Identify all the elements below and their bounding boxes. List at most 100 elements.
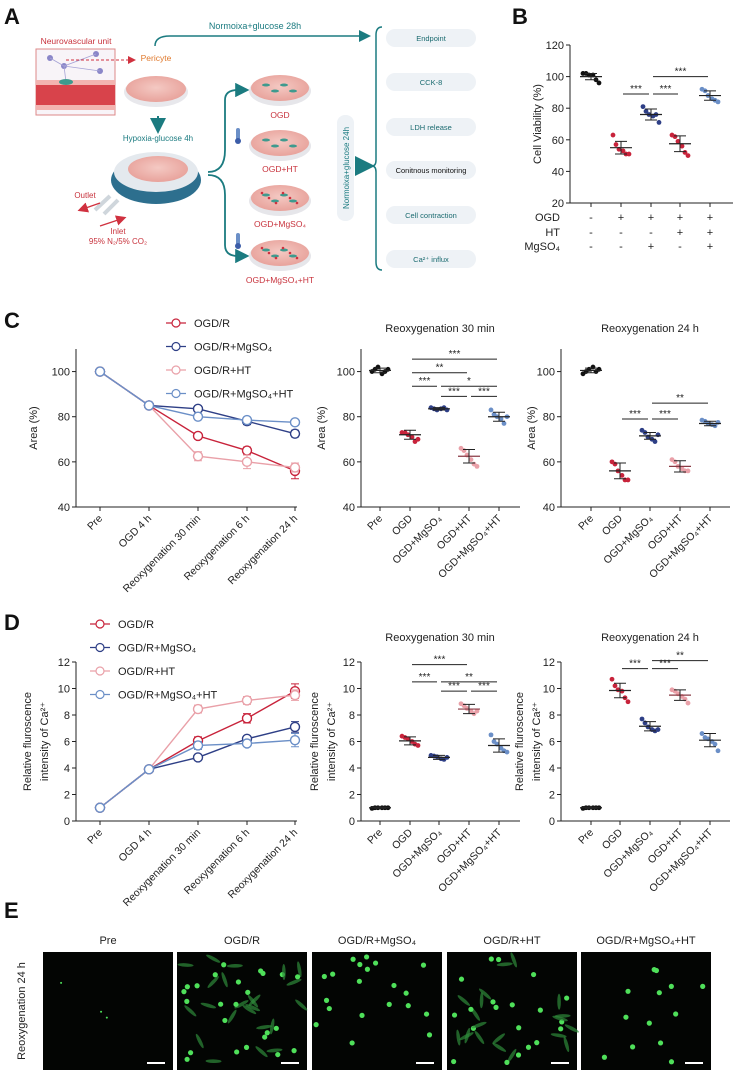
group-label: OGD+MgSO₄+HT [246, 275, 314, 285]
data-point [241, 445, 253, 456]
legend-label: OGD/R [118, 619, 154, 631]
significance-label: * [467, 376, 471, 387]
significance-label: *** [448, 681, 460, 692]
data-point [612, 461, 618, 467]
sd-bar [704, 733, 716, 748]
y-tick-label: 0 [64, 816, 70, 828]
data-point [405, 736, 411, 742]
y-tick-label: 80 [552, 103, 564, 115]
data-point [672, 134, 678, 140]
micrograph-title: OGD/R+MgSO₄+HT [596, 935, 696, 947]
data-point [192, 703, 204, 715]
sd-bar [374, 367, 386, 374]
significance-label: *** [478, 681, 490, 692]
data-point [241, 456, 253, 468]
y-tick-label: 12 [58, 657, 70, 669]
y-tick-label: 40 [58, 502, 70, 514]
scale-bar [147, 1062, 165, 1064]
condition-row-label: MgSO₄ [524, 241, 560, 253]
x-tick-label: OGD 4 h [116, 827, 154, 865]
significance-label: ** [436, 363, 444, 374]
hypoxia-chamber-icon [93, 152, 201, 216]
legend-marker [95, 689, 105, 700]
group-3 [458, 445, 480, 469]
condition-cell: + [618, 212, 624, 224]
sd-bar [674, 460, 686, 473]
outlet-arrow [77, 202, 101, 213]
y-tick-label: 6 [64, 737, 70, 749]
series-ogd/r+mgso₄ [94, 721, 301, 813]
reox-label: Normoixa+glucose 24h [342, 127, 351, 209]
data-point [504, 749, 510, 755]
sd-bar [645, 108, 657, 121]
condition-row-label: HT [545, 227, 560, 239]
inlet-label: Inlet [110, 227, 126, 236]
data-point [461, 448, 467, 453]
micrograph-image [43, 952, 173, 1070]
group-0 [580, 364, 602, 377]
micrograph-title: OGD/R [224, 935, 260, 947]
data-point [613, 142, 619, 147]
y-tick-label: 2 [549, 790, 555, 802]
micrograph-image [581, 952, 711, 1070]
significance-label: *** [448, 386, 460, 397]
group-1 [399, 429, 421, 444]
sd-bar [644, 721, 656, 732]
chart-title: Reoxygenation 24 h [601, 323, 699, 335]
group-2 [639, 716, 661, 734]
data-point [699, 731, 705, 736]
group-3 [669, 687, 691, 706]
y-tick-label: 100 [537, 367, 555, 379]
data-point [289, 417, 301, 428]
y-tick-label: 12 [543, 657, 555, 669]
significance-label: *** [675, 67, 687, 78]
x-tick-label: OGD 4 h [116, 513, 154, 551]
y-tick-label: 4 [64, 763, 70, 775]
data-point [474, 708, 480, 714]
data-point [625, 477, 631, 483]
data-point [715, 99, 721, 105]
group-0 [580, 805, 602, 811]
y-tick-label: 0 [549, 816, 555, 828]
data-point [143, 764, 155, 775]
sd-bar [463, 703, 475, 715]
y-tick-label: 4 [549, 763, 555, 775]
panel-label-c: C [4, 308, 20, 333]
endpoint-pill [386, 250, 476, 268]
data-point [639, 716, 645, 722]
panel-label-d: D [4, 610, 20, 635]
endpoint-label: CCK-8 [420, 78, 443, 87]
y-tick-label: 0 [349, 816, 355, 828]
y-tick-label: 80 [58, 412, 70, 424]
y-tick-label: 120 [546, 40, 564, 52]
data-point [192, 430, 204, 442]
data-point [94, 366, 106, 377]
condition-cell: - [589, 241, 593, 253]
condition-cell: - [649, 227, 653, 239]
data-point [468, 457, 474, 462]
culture-dish-icon [249, 185, 311, 216]
culture-dish-icon [124, 76, 188, 107]
y-axis-label: intensity of Ca²⁺ [531, 702, 543, 781]
y-tick-label: 40 [543, 502, 555, 514]
data-point [241, 414, 253, 426]
flow-label-28h: Normoixa+glucose 28h [209, 21, 301, 31]
condition-cell: - [589, 227, 593, 239]
flow-arrow-28h [154, 30, 371, 47]
data-point [685, 700, 691, 706]
scale-bar [281, 1062, 299, 1064]
x-tick-label: OGD [390, 512, 416, 538]
group-3 [458, 701, 480, 717]
data-point [655, 727, 661, 732]
y-tick-label: 4 [349, 763, 355, 775]
y-axis-label: Area (%) [28, 406, 40, 449]
group-0 [369, 364, 391, 377]
sd-bar [493, 411, 505, 422]
data-point [712, 741, 718, 747]
significance-label: *** [660, 84, 672, 95]
x-tick-label: Pre [576, 513, 596, 533]
data-point [672, 459, 678, 465]
y-axis-label: Area (%) [316, 406, 328, 449]
group-4 [699, 86, 721, 105]
